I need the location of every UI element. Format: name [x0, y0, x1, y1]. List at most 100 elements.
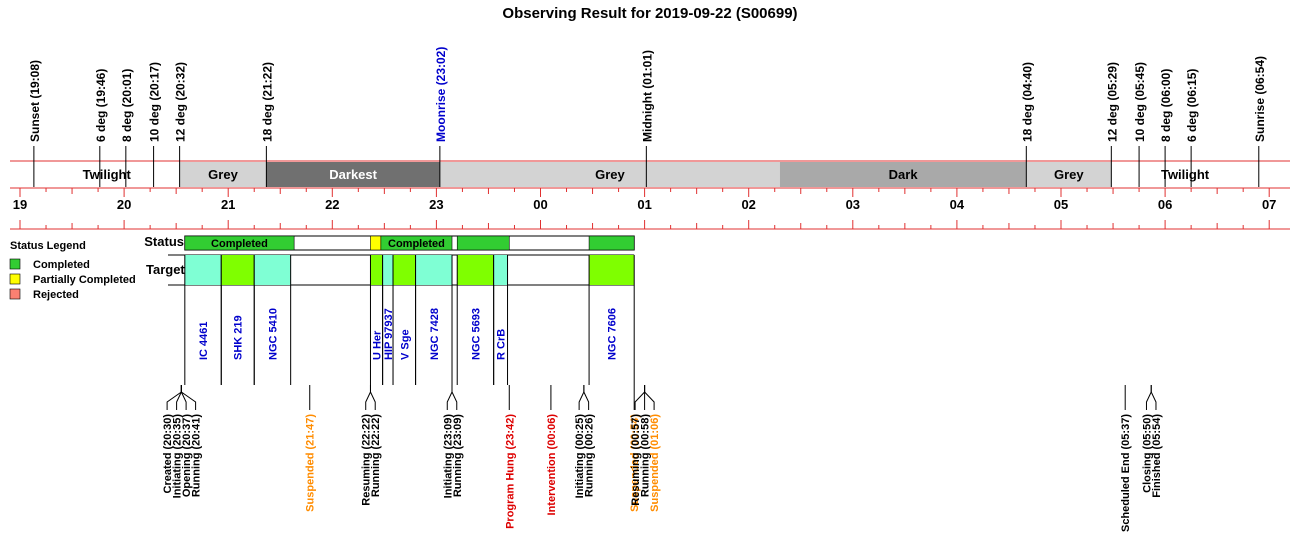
status-segment — [588, 235, 635, 251]
event-label: 12 deg (20:32) — [174, 62, 188, 142]
event-label: 8 deg (06:00) — [1159, 69, 1173, 142]
event-label: Initiating (23:09) — [442, 414, 454, 499]
event-label: Suspended (21:47) — [305, 414, 317, 512]
hour-tick-label: 20 — [117, 197, 131, 212]
sky-band-label: Twilight — [1161, 167, 1210, 182]
event-connector — [370, 391, 376, 410]
event-label: Running (00:26) — [584, 414, 596, 497]
event-label: 18 deg (04:40) — [1020, 62, 1034, 142]
event-label: Suspended (00:54) — [629, 414, 641, 512]
event-label: 6 deg (19:46) — [94, 69, 108, 142]
target-block — [393, 255, 416, 285]
event-label: 8 deg (20:01) — [120, 69, 134, 142]
target-name-label: IC 4461 — [198, 321, 210, 360]
event-label: Created (20:30) — [162, 414, 174, 494]
target-name-label: V Sge — [399, 329, 411, 360]
target-block — [184, 255, 222, 285]
event-connector — [365, 391, 371, 410]
event-connector — [446, 391, 453, 410]
target-name-label: NGC 5693 — [470, 308, 482, 360]
target-block — [493, 255, 508, 285]
event-connector — [578, 391, 585, 410]
sky-band-label: Grey — [1054, 167, 1084, 182]
event-label: Intervention (00:06) — [546, 414, 558, 516]
hour-tick-label: 00 — [533, 197, 547, 212]
sky-band-label: Grey — [208, 167, 238, 182]
target-name-label: NGC 7428 — [429, 308, 441, 360]
hour-tick-label: 06 — [1158, 197, 1172, 212]
event-label: Moonrise (23:02) — [434, 47, 448, 142]
sky-band-label: Twilight — [83, 167, 132, 182]
status-segment — [370, 235, 382, 251]
legend-swatch — [9, 273, 21, 285]
target-block — [382, 255, 394, 285]
status-segment — [456, 235, 510, 251]
hour-tick-label: 05 — [1054, 197, 1068, 212]
legend-title: Status Legend — [10, 240, 86, 252]
sky-band-label: Darkest — [329, 167, 377, 182]
hour-tick-label: 03 — [846, 197, 860, 212]
event-label: Sunset (19:08) — [28, 60, 42, 142]
hour-tick-label: 07 — [1262, 197, 1276, 212]
event-label: Suspended (01:06) — [649, 414, 661, 512]
target-block — [589, 255, 635, 285]
sky-band — [1111, 162, 1259, 187]
legend-label: Completed — [33, 259, 90, 271]
sky-band-label: Grey — [595, 167, 625, 182]
event-label: Initiating (20:35) — [172, 414, 184, 499]
event-label: Midnight (01:01) — [640, 50, 654, 142]
event-connector — [181, 391, 197, 410]
event-label: 10 deg (05:45) — [1133, 62, 1147, 142]
event-label: Running (00:58) — [640, 414, 652, 497]
status-segment-label: Completed — [388, 238, 445, 250]
event-connector — [583, 391, 590, 410]
event-label: Program Hung (23:42) — [504, 414, 516, 529]
status-segment — [380, 235, 453, 251]
target-name-label: U Her — [372, 330, 384, 360]
hour-tick-label: 23 — [429, 197, 443, 212]
sky-band — [179, 162, 267, 187]
event-label: Opening (20:37) — [181, 414, 193, 497]
target-name-label: HIP 97937 — [383, 308, 395, 360]
legend-label: Partially Completed — [33, 274, 136, 286]
event-connector — [176, 391, 182, 410]
sky-band-label: Dark — [889, 167, 919, 182]
target-name-label: SHK 219 — [233, 315, 245, 360]
target-block — [457, 255, 494, 285]
event-connector — [634, 391, 645, 410]
target-block — [254, 255, 291, 285]
target-block — [415, 255, 453, 285]
hour-tick-label: 01 — [637, 197, 651, 212]
event-label: Resuming (00:57) — [630, 414, 642, 506]
event-label: 10 deg (20:17) — [148, 62, 162, 142]
hour-tick-label: 22 — [325, 197, 339, 212]
hour-tick-label: 21 — [221, 197, 235, 212]
sky-band — [33, 162, 180, 187]
event-connector — [644, 391, 655, 410]
target-name-label: R CrB — [496, 329, 508, 360]
status-segment-label: Completed — [211, 238, 268, 250]
event-label: 12 deg (05:29) — [1105, 62, 1119, 142]
hour-tick-label: 19 — [13, 197, 27, 212]
event-label: Sunrise (06:54) — [1253, 56, 1267, 142]
event-label: Running (23:09) — [452, 414, 464, 497]
event-label: Resuming (22:22) — [361, 414, 373, 506]
status-segment — [184, 235, 295, 251]
sky-band — [1026, 162, 1112, 187]
target-name-label: NGC 5410 — [267, 308, 279, 360]
event-connector — [1150, 391, 1157, 410]
event-label: 6 deg (06:15) — [1185, 69, 1199, 142]
event-connector — [180, 391, 187, 410]
event-label: 18 deg (21:22) — [260, 62, 274, 142]
hour-tick-label: 04 — [950, 197, 965, 212]
event-label: Running (22:22) — [370, 414, 382, 497]
event-connector — [1145, 391, 1152, 410]
legend-swatch — [9, 258, 21, 270]
event-label: Running (20:41) — [191, 414, 203, 497]
sky-band — [779, 162, 1027, 187]
hour-tick-label: 02 — [741, 197, 755, 212]
target-block — [221, 255, 255, 285]
event-connector — [166, 391, 182, 410]
target-name-label: NGC 7606 — [607, 308, 619, 360]
